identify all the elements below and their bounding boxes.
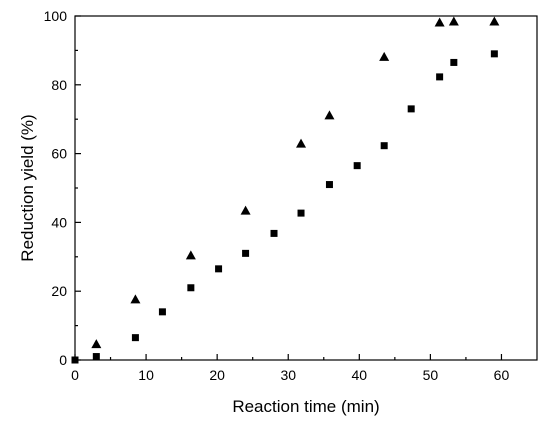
square-marker (215, 265, 223, 273)
square-marker (158, 308, 166, 316)
x-tick-label: 60 (494, 367, 510, 383)
square-marker (407, 105, 415, 113)
square-marker (297, 209, 305, 217)
triangle-marker (448, 16, 459, 26)
x-tick-label: 20 (209, 367, 225, 383)
square-marker (71, 356, 79, 364)
x-axis-title: Reaction time (min) (232, 397, 379, 416)
y-tick-label: 40 (51, 214, 67, 230)
y-tick-label: 100 (44, 8, 68, 24)
x-tick-label: 30 (280, 367, 296, 383)
square-marker (380, 142, 388, 150)
x-tick-label: 0 (71, 367, 79, 383)
square-marker (187, 284, 195, 292)
y-tick-label: 80 (51, 77, 67, 93)
square-marker (353, 162, 361, 170)
square-marker (242, 249, 250, 257)
square-marker (325, 181, 333, 189)
triangle-marker (185, 250, 196, 260)
x-tick-label: 50 (423, 367, 439, 383)
triangle-marker (91, 339, 102, 349)
square-marker (436, 73, 444, 81)
triangle-marker (379, 51, 390, 61)
triangle-marker (240, 205, 251, 215)
y-tick-label: 20 (51, 283, 67, 299)
triangle-marker (296, 138, 307, 148)
y-tick-label: 0 (59, 352, 67, 368)
square-marker (270, 229, 278, 237)
square-marker (92, 353, 100, 361)
triangle-marker (130, 294, 141, 304)
square-marker (450, 58, 458, 66)
triangle-marker (434, 17, 445, 27)
x-tick-label: 10 (138, 367, 154, 383)
triangle-marker (489, 16, 500, 26)
axes (74, 15, 538, 361)
x-tick-label: 40 (352, 367, 368, 383)
triangle-marker (324, 110, 335, 120)
axis-ticks: 0 10 20 30 40 50 60 0 20 40 60 80 100 (44, 8, 510, 383)
plot-frame (74, 15, 538, 361)
data-markers (71, 16, 500, 364)
square-marker (131, 334, 139, 342)
y-tick-label: 60 (51, 146, 67, 162)
square-marker (490, 50, 498, 58)
y-axis-title: Reduction yield (%) (18, 114, 37, 261)
